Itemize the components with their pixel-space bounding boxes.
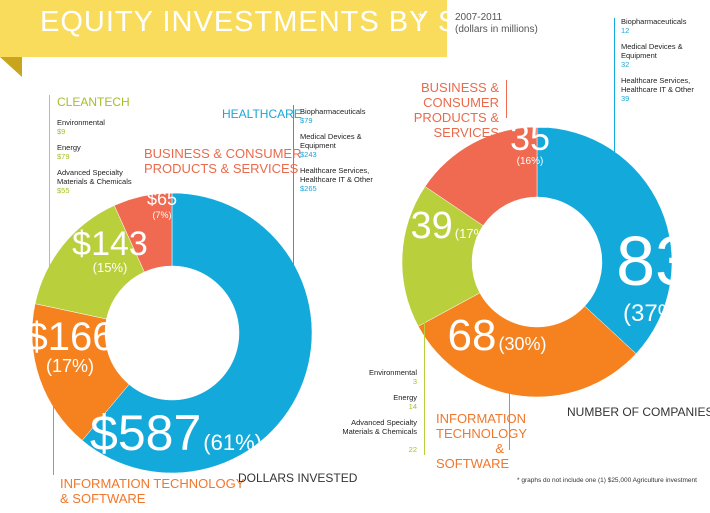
it-label: INFORMATION TECHNOLOGY & SOFTWARE	[60, 476, 244, 506]
title-asterisk: *	[418, 9, 424, 25]
page-title: EQUITY INVESTMENTS BY SECTOR	[40, 6, 565, 38]
donut1-pct-it: (17%)	[46, 356, 94, 376]
it2-label-line1: INFORMATION	[436, 411, 527, 426]
cleantech2-item-value: 22	[408, 445, 417, 454]
healthcare-item-name: Medical Devices & Equipment	[300, 132, 362, 150]
business2-label-line1: BUSINESS & CONSUMER	[420, 80, 499, 110]
donut1-label-healthcare: $587(61%)	[90, 405, 262, 461]
donut1-value-healthcare: $587	[90, 405, 201, 461]
donut2-slice-cleantech	[401, 186, 484, 327]
donut2-value-cleantech: 39	[411, 205, 453, 247]
donut1-value-business: $65	[147, 189, 177, 209]
it2-label-line3: & SOFTWARE	[436, 441, 510, 471]
number-of-companies-caption: NUMBER OF COMPANIES	[567, 405, 710, 419]
cleantech2-item-name: Environmental	[369, 368, 417, 377]
cleantech2-leader-line	[424, 290, 425, 455]
business-label-line1: BUSINESS & CONSUMER	[144, 146, 302, 161]
donut2-pct-healthcare: (37%)	[623, 300, 687, 327]
dollars-invested-caption: DOLLARS INVESTED	[238, 471, 358, 485]
cleantech2-item-value: 14	[408, 402, 417, 411]
donut2-label-cleantech: 39 (17%)	[411, 205, 490, 247]
donut2-pct-cleantech: (17%)	[455, 226, 490, 241]
healthcare-item-value: $265	[300, 184, 317, 193]
healthcare-item-value: $243	[300, 150, 317, 159]
cleantech-item-name: Advanced Specialty Materials & Chemicals	[57, 168, 132, 186]
healthcare2-item-name: Healthcare Services, Healthcare IT & Oth…	[621, 76, 694, 94]
donut1-slice-business	[113, 192, 173, 273]
healthcare-leader-line	[293, 105, 294, 290]
period-label: 2007-2011	[455, 12, 503, 23]
business2-label: BUSINESS & CONSUMER PRODUCTS & SERVICES	[371, 80, 499, 140]
healthcare-item-name: Biopharmaceuticals	[300, 107, 366, 116]
donut2-slice-business	[424, 126, 538, 226]
donut1-label-cleantech: $143 (15%)	[72, 225, 148, 275]
healthcare-heading: HEALTHCARE	[222, 107, 302, 121]
healthcare2-item-value: 12	[621, 26, 630, 35]
healthcare2-item-name: Medical Devices & Equipment	[621, 42, 683, 60]
business2-leader-line	[506, 80, 507, 118]
donut2-slice-healthcare	[536, 126, 673, 355]
donut1-value-it: $166	[26, 315, 115, 359]
cleantech2-item-name: Energy	[393, 393, 417, 402]
cleantech-item-value: $79	[57, 152, 70, 161]
donut1-pct-cleantech: (15%)	[93, 260, 128, 275]
cleantech-item-name: Environmental	[57, 118, 105, 127]
it2-label: INFORMATION TECHNOLOGY & SOFTWARE	[436, 411, 528, 471]
units-label: (dollars in millions)	[455, 24, 538, 35]
cleantech-item-value: $9	[57, 127, 66, 136]
healthcare2-item-value: 39	[621, 94, 630, 103]
donut1-value-cleantech: $143	[72, 225, 148, 263]
cleantech-leader-line	[49, 95, 50, 285]
donut2-label-business: 35 (16%)	[510, 117, 550, 167]
footnote: * graphs do not include one (1) $25,000 …	[517, 477, 697, 484]
donut2-pct-it: (30%)	[498, 334, 546, 354]
donut2-label-it: 68 (30%)	[448, 311, 547, 360]
cleantech-heading: CLEANTECH	[57, 95, 130, 109]
it-label-line2: & SOFTWARE	[60, 491, 146, 506]
healthcare-item-value: $79	[300, 116, 313, 125]
it-leader-line	[53, 380, 54, 475]
healthcare2-item-value: 32	[621, 60, 630, 69]
donut2-value-business: 35	[510, 117, 550, 158]
donut2-label-healthcare: 83 (37%)	[616, 222, 694, 327]
donut2-value-it: 68	[448, 311, 497, 360]
it-label-line1: INFORMATION TECHNOLOGY	[60, 476, 245, 491]
cleantech2-item-value: 3	[412, 377, 417, 386]
business2-label-line2: PRODUCTS & SERVICES	[413, 110, 499, 140]
title-banner	[0, 0, 447, 57]
cleantech-item-value: $55	[57, 186, 70, 195]
healthcare2-leader-line	[614, 18, 615, 168]
business-label-line2: PRODUCTS & SERVICES	[144, 161, 299, 176]
healthcare2-item-name: Biopharmaceuticals	[621, 17, 687, 26]
donut2-value-healthcare: 83	[616, 222, 694, 300]
banner-fold	[0, 57, 22, 77]
donut2-pct-business: (16%)	[517, 156, 544, 167]
cleantech2-item-name: Advanced Specialty Materials & Chemicals	[342, 418, 417, 436]
donut1-pct-healthcare: (61%)	[203, 430, 262, 455]
cleantech-item-name: Energy	[57, 143, 81, 152]
donut2-slice-it	[417, 292, 637, 398]
healthcare-item-name: Healthcare Services, Healthcare IT & Oth…	[300, 166, 373, 184]
donut1-pct-business: (7%)	[152, 210, 171, 220]
business-label: BUSINESS & CONSUMER PRODUCTS & SERVICES	[144, 146, 301, 176]
donut1-slice-healthcare	[81, 192, 313, 474]
it2-label-line2: TECHNOLOGY	[436, 426, 528, 441]
donut1-label-it: $166 (17%)	[26, 315, 115, 376]
donut1-slice-it	[31, 303, 130, 441]
it2-leader-line	[509, 350, 510, 450]
donut1-label-business: $65 (7%)	[147, 189, 177, 220]
